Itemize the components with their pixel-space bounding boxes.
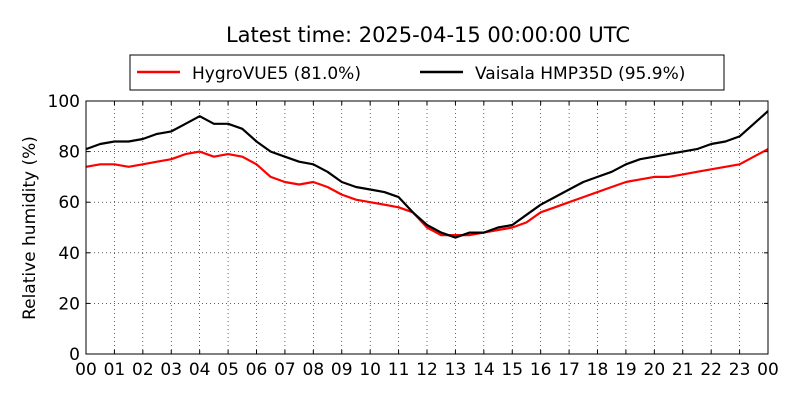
x-tick-label: 14 bbox=[473, 360, 495, 380]
y-tick-label: 20 bbox=[58, 294, 80, 314]
x-tick-label: 12 bbox=[416, 360, 438, 380]
x-tick-label: 00 bbox=[75, 360, 97, 380]
x-tick-label: 19 bbox=[615, 360, 637, 380]
legend: HygroVUE5 (81.0%) Vaisala HMP35D (95.9%) bbox=[129, 54, 725, 91]
series-line-hygrovue5 bbox=[85, 148, 769, 237]
x-tick-label: 23 bbox=[729, 360, 751, 380]
x-tick-label: 01 bbox=[104, 360, 126, 380]
x-tick-label: 07 bbox=[274, 360, 296, 380]
x-tick-label: 05 bbox=[217, 360, 239, 380]
y-tick-label: 80 bbox=[58, 143, 80, 163]
x-tick-label: 10 bbox=[359, 360, 381, 380]
x-tick-label: 02 bbox=[132, 360, 154, 380]
series-line-vaisala bbox=[85, 110, 769, 239]
x-tick-label: 13 bbox=[445, 360, 467, 380]
legend-label-vaisala: Vaisala HMP35D (95.9%) bbox=[475, 64, 685, 84]
y-tick-label: 40 bbox=[58, 244, 80, 264]
plot-series bbox=[85, 110, 769, 239]
x-tick-label: 04 bbox=[189, 360, 211, 380]
y-tick-label: 100 bbox=[48, 92, 80, 112]
x-tick-label: 17 bbox=[558, 360, 580, 380]
x-tick-label: 08 bbox=[303, 360, 325, 380]
x-tick-label: 16 bbox=[530, 360, 552, 380]
x-tick-label: 15 bbox=[501, 360, 523, 380]
y-tick-label: 0 bbox=[69, 345, 80, 365]
grid bbox=[86, 101, 768, 354]
x-tick-label: 18 bbox=[587, 360, 609, 380]
y-tick-label: 60 bbox=[58, 193, 80, 213]
x-tick-label: 22 bbox=[700, 360, 722, 380]
x-tick-label: 21 bbox=[672, 360, 694, 380]
x-tick-label: 03 bbox=[160, 360, 182, 380]
x-tick-label: 20 bbox=[644, 360, 666, 380]
x-tick-label: 09 bbox=[331, 360, 353, 380]
x-tick-label: 00 bbox=[757, 360, 779, 380]
chart-title: Latest time: 2025-04-15 00:00:00 UTC bbox=[226, 23, 630, 47]
legend-label-hygrovue5: HygroVUE5 (81.0%) bbox=[192, 64, 361, 84]
x-tick-label: 06 bbox=[246, 360, 268, 380]
x-axis-ticks: 00 01 02 03 04 05 06 07 08 09 10 11 12 13 14 15 16 17 18 19… bbox=[75, 101, 779, 380]
y-axis-label: Relative humidity (%) bbox=[20, 136, 40, 320]
y-axis-ticks: 0 20 40 60 80 100 bbox=[48, 92, 768, 365]
x-tick-label: 11 bbox=[388, 360, 410, 380]
